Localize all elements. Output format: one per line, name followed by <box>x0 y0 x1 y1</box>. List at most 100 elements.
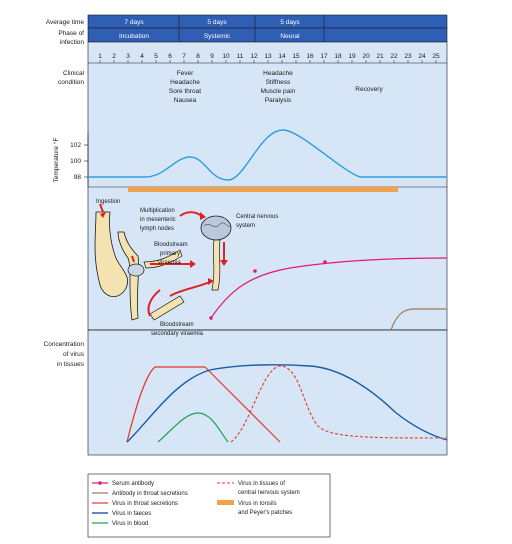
virus-throat-curve <box>126 366 281 443</box>
secondary-line2: secondary viraemia <box>151 331 204 337</box>
throat-antibody-curve <box>390 308 447 331</box>
legend-label-virus-tonsils-line2: and Peyer's patches <box>238 510 292 516</box>
pathway-section: Ingestion Multiplication in mesenteric l… <box>94 199 448 337</box>
arrow-ingestion <box>99 203 104 213</box>
phase-label-line1: Phase of <box>58 30 84 37</box>
bloodstream-vessel-secondary <box>149 295 185 321</box>
day-tick-label: 10 <box>222 53 230 60</box>
phase-neural: Neural <box>280 33 300 40</box>
legend-box <box>87 473 331 538</box>
legend-label-virus-throat: Virus in throat secretions <box>112 501 178 507</box>
serum-antibody-curve <box>210 257 448 319</box>
day-tick-label: 21 <box>376 53 384 60</box>
systemic-symptom-1: Fever <box>177 70 194 77</box>
intestine-tube <box>117 231 139 321</box>
clinical-label-line2: condition <box>58 79 84 86</box>
day-tick-label: 22 <box>390 53 398 60</box>
day-tick-label: 1 <box>98 53 102 60</box>
brain-folds <box>203 222 231 228</box>
day-tick-label: 2 <box>112 53 116 60</box>
temperature-curve <box>88 129 447 181</box>
legend-label-serum-antibody: Serum antibody <box>112 481 154 487</box>
day-tick-label: 7 <box>182 53 186 60</box>
header-band: Average time Phase of infection 7 days 5… <box>46 14 448 46</box>
tonsils-virus-bar <box>128 187 398 192</box>
day-tick-label: 5 <box>154 53 158 60</box>
temp-tick-label-98: 98 <box>74 174 82 181</box>
day-tick-label: 15 <box>292 53 300 60</box>
multiplication-line2: in mesenteric <box>140 217 176 223</box>
day-tick-label: 18 <box>334 53 342 60</box>
temperature-section: Temperature °F 102 100 98 <box>52 129 447 192</box>
stomach-organ <box>94 211 128 298</box>
primary-line1: Bloodstream <box>154 242 188 248</box>
day-tick-label: 23 <box>404 53 412 60</box>
duration-systemic: 5 days <box>207 19 227 26</box>
duration-neural: 5 days <box>280 19 300 26</box>
virus-blood-curve <box>157 412 229 443</box>
day-tick-label: 8 <box>196 53 200 60</box>
legend-label-virus-faeces: Virus in faeces <box>112 511 151 517</box>
concentration-label-line1: Concentration <box>44 341 85 348</box>
day-tick-label: 17 <box>320 53 328 60</box>
neural-symptom-2: Stiffness <box>266 79 292 86</box>
neural-symptom-4: Paralysis <box>265 97 292 104</box>
temperature-axis-label: Temperature °F <box>52 138 60 183</box>
serum-antibody-dot-1 <box>209 316 213 320</box>
serum-antibody-dot-3 <box>323 260 327 264</box>
cns-line1: Central nervous <box>236 214 278 220</box>
arrowhead-secondary <box>208 278 214 285</box>
clinical-section: Clinical condition Fever Headache Sore t… <box>58 70 384 104</box>
average-time-label: Average time <box>46 19 85 26</box>
cns-line2: system <box>236 223 255 229</box>
day-tick-label: 12 <box>250 53 258 60</box>
duration-incubation: 7 days <box>124 19 144 26</box>
phase-incubation: Incubation <box>119 33 149 40</box>
main-panel-top <box>87 41 448 331</box>
arrowhead-cns <box>200 212 206 220</box>
systemic-symptom-2: Headache <box>170 79 200 86</box>
arrow-secondary-up <box>169 281 211 297</box>
legend-label-virus-cns-line2: central nervous system <box>238 490 300 496</box>
arrowhead-ingestion <box>100 212 106 218</box>
brain-organ <box>200 215 232 241</box>
concentration-section: Concentration of virus in tissues <box>44 341 448 443</box>
arrow-secondary-loop <box>147 289 161 317</box>
main-panel-bottom <box>87 329 448 456</box>
day-tick-label: 19 <box>348 53 356 60</box>
systemic-symptom-4: Nausea <box>174 97 197 104</box>
day-tick-label: 20 <box>362 53 370 60</box>
day-tick-label: 11 <box>237 53 244 60</box>
day-tick-label: 16 <box>306 53 314 60</box>
day-tick-label: 14 <box>278 53 286 60</box>
multiplication-line3: lymph nodes <box>140 226 174 232</box>
neural-symptom-3: Muscle pain <box>261 88 296 95</box>
recovery-label: Recovery <box>355 86 383 93</box>
lymph-node <box>127 263 145 277</box>
legend-swatch-virus-tonsils <box>217 500 234 505</box>
systemic-symptom-3: Sore throat <box>169 88 201 95</box>
day-tick-label: 3 <box>126 53 130 60</box>
secondary-line1: Bloodstream <box>160 322 194 328</box>
legend-label-virus-cns-line1: Virus in tissues of <box>238 481 285 487</box>
day-ticks: 1 2 3 4 5 6 7 8 9 10 11 12 13 14 15 16 17 18 19 20 21 22 23 24 2… <box>98 53 440 63</box>
pathway-arrows <box>99 203 225 317</box>
arrow-to-lymph <box>131 255 135 263</box>
concentration-label-line3: in tissues <box>57 361 85 368</box>
primary-line3: viraemia <box>158 260 181 266</box>
day-tick-label: 24 <box>418 53 426 60</box>
arrow-heads <box>100 212 228 285</box>
day-tick-label: 6 <box>168 53 172 60</box>
neural-symptom-1: Headache <box>263 70 293 77</box>
serum-antibody-dot-2 <box>253 269 257 273</box>
arrowhead-cns-down <box>220 260 228 266</box>
day-tick-label: 13 <box>264 53 272 60</box>
legend-label-antibody-throat: Antibody in throat secretions <box>112 491 188 497</box>
legend-dot-serum-antibody <box>98 481 102 485</box>
multiplication-line1: Multiplication <box>140 208 175 214</box>
legend-label-virus-blood: Virus in blood <box>112 521 148 527</box>
temp-tick-label-102: 102 <box>70 142 81 149</box>
day-tick-label: 25 <box>432 53 440 60</box>
phase-label-line2: infection <box>60 39 85 46</box>
